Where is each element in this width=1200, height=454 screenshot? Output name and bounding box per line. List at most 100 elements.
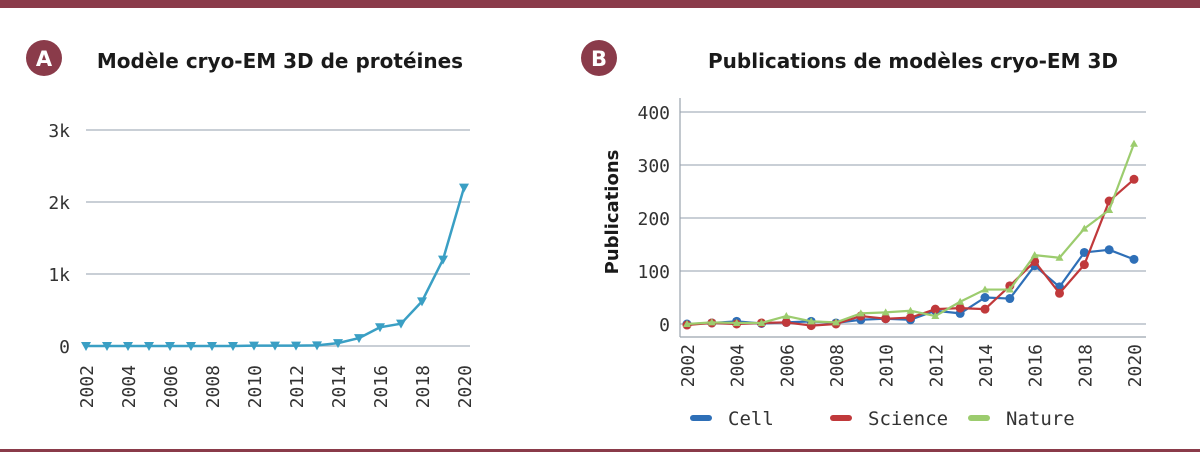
data-point bbox=[207, 342, 217, 351]
x-tick-label: 2004 bbox=[119, 365, 140, 408]
data-point bbox=[1030, 251, 1039, 259]
data-point bbox=[1130, 139, 1138, 147]
panel-b-badge bbox=[581, 40, 617, 76]
data-point bbox=[781, 317, 791, 327]
data-point bbox=[417, 297, 427, 307]
data-point bbox=[102, 342, 112, 351]
data-point bbox=[906, 313, 915, 323]
panel-b-ylabel: Publications bbox=[602, 150, 623, 275]
data-point bbox=[270, 341, 280, 351]
data-point bbox=[906, 306, 915, 314]
data-point bbox=[1005, 285, 1014, 293]
data-point bbox=[249, 341, 259, 351]
data-point bbox=[757, 318, 766, 326]
data-point bbox=[956, 297, 965, 305]
data-point bbox=[354, 334, 364, 344]
data-point bbox=[165, 342, 175, 351]
data-point bbox=[333, 339, 343, 349]
y-tick-label: 400 bbox=[637, 103, 670, 124]
x-tick-label: 2016 bbox=[371, 365, 392, 408]
panel-b-badge-label: B bbox=[591, 47, 607, 71]
legend-swatch bbox=[968, 415, 990, 421]
x-tick-label: 2006 bbox=[161, 365, 182, 408]
x-tick-label: 2020 bbox=[455, 365, 476, 408]
x-tick-label: 2008 bbox=[203, 365, 224, 408]
y-tick-label: 1k bbox=[48, 265, 70, 286]
data-point bbox=[438, 255, 448, 265]
data-point bbox=[123, 342, 133, 351]
data-point bbox=[930, 304, 940, 314]
y-tick-label: 3k bbox=[48, 121, 70, 142]
data-point bbox=[832, 318, 840, 326]
y-tick-label: 200 bbox=[637, 209, 670, 230]
panel-b: B Publications de modèles cryo-EM 3D Pub… bbox=[581, 40, 1146, 430]
y-tick-label: 0 bbox=[659, 315, 670, 336]
x-tick-label: 2012 bbox=[287, 365, 308, 408]
data-point bbox=[291, 341, 301, 351]
legend-label: Nature bbox=[1006, 408, 1075, 430]
series-line bbox=[686, 143, 1136, 326]
y-tick-label: 2k bbox=[48, 193, 70, 214]
x-tick-label: 2006 bbox=[777, 344, 798, 387]
data-point bbox=[228, 342, 238, 351]
panel-a-badge bbox=[26, 40, 62, 76]
y-tick-label: 300 bbox=[637, 156, 670, 177]
panel-b-legend: Cell Science Nature bbox=[690, 408, 1075, 430]
data-point bbox=[396, 319, 406, 329]
data-point bbox=[981, 285, 989, 293]
y-tick-label: 100 bbox=[637, 262, 670, 283]
data-point bbox=[186, 342, 196, 351]
x-tick-label: 2008 bbox=[827, 344, 848, 387]
data-point bbox=[707, 318, 716, 326]
data-point bbox=[1055, 288, 1064, 298]
panel-a-badge-label: A bbox=[36, 47, 53, 71]
x-tick-label: 2002 bbox=[77, 365, 98, 408]
panel-b-title: Publications de modèles cryo-EM 3D bbox=[708, 49, 1118, 73]
x-tick-label: 2018 bbox=[413, 365, 434, 408]
data-point bbox=[980, 304, 990, 314]
legend-swatch bbox=[830, 415, 852, 421]
data-point bbox=[312, 341, 322, 351]
x-tick-label: 2004 bbox=[728, 344, 749, 387]
data-point bbox=[1080, 224, 1089, 232]
series-line bbox=[686, 178, 1135, 327]
data-point bbox=[1079, 247, 1089, 257]
data-point bbox=[856, 309, 865, 317]
data-point bbox=[881, 314, 891, 324]
data-point bbox=[81, 342, 91, 351]
data-point bbox=[459, 183, 469, 193]
panel-a-title: Modèle cryo-EM 3D de protéines bbox=[97, 49, 463, 73]
data-point bbox=[1055, 253, 1064, 261]
data-point bbox=[683, 320, 691, 327]
panel-a-plot: 0 1k 2k 3k 2002 2004 2006 2008 2010 2012 2014 2016 2… bbox=[48, 121, 476, 408]
data-point bbox=[782, 312, 791, 320]
bottom-border bbox=[0, 449, 1200, 452]
x-tick-label: 2018 bbox=[1075, 344, 1096, 387]
panel-b-plot: 0 100 200 300 400 2002 2004 2006 2008 2010 2012 201… bbox=[637, 98, 1146, 387]
data-point bbox=[375, 323, 385, 333]
data-point bbox=[980, 293, 990, 302]
x-tick-label: 2020 bbox=[1125, 344, 1146, 387]
data-point bbox=[1129, 254, 1139, 264]
x-tick-label: 2016 bbox=[1026, 344, 1047, 387]
data-point bbox=[881, 308, 890, 316]
x-tick-label: 2012 bbox=[926, 344, 947, 387]
y-tick-label: 0 bbox=[59, 337, 70, 358]
top-border bbox=[0, 0, 1200, 8]
data-point bbox=[1104, 245, 1114, 255]
data-point bbox=[1129, 174, 1139, 184]
legend-label: Science bbox=[868, 408, 948, 430]
data-point bbox=[1079, 260, 1089, 270]
data-point bbox=[931, 312, 940, 320]
x-tick-label: 2014 bbox=[976, 344, 997, 387]
series-line bbox=[86, 187, 466, 348]
data-point bbox=[955, 303, 965, 313]
data-point bbox=[807, 317, 816, 325]
x-tick-label: 2002 bbox=[678, 344, 699, 387]
x-tick-label: 2010 bbox=[877, 344, 898, 387]
data-point bbox=[1105, 206, 1114, 214]
panel-a: A Modèle cryo-EM 3D de protéines 0 1k 2k 3k… bbox=[26, 40, 476, 408]
x-tick-label: 2014 bbox=[329, 365, 350, 408]
x-tick-label: 2010 bbox=[245, 365, 266, 408]
